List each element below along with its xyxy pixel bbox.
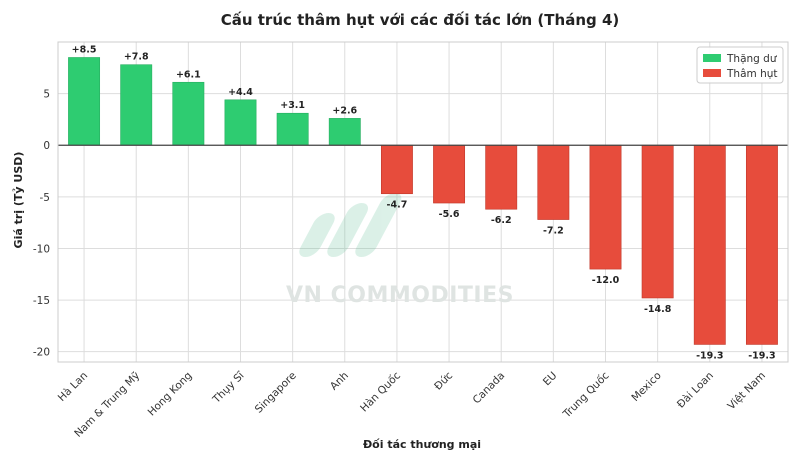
watermark-text: VN COMMODITIES <box>286 283 514 308</box>
legend-label: Thặng dư <box>726 53 778 65</box>
legend-swatch <box>703 54 721 62</box>
y-tick-label: -10 <box>33 243 50 255</box>
bar-surplus <box>276 112 309 146</box>
grid-lines <box>58 42 788 362</box>
bar-deficit <box>433 144 466 204</box>
bar-value-label: -14.8 <box>644 304 672 315</box>
x-tick-label: Mexico <box>629 370 663 404</box>
bar-value-label: -19.3 <box>748 350 775 361</box>
bar-deficit <box>537 144 570 220</box>
bar-surplus <box>224 99 257 146</box>
bar-value-label: -19.3 <box>696 350 723 361</box>
legend: Thặng dư Thâm hụt <box>696 46 784 84</box>
bar-value-label: +3.1 <box>280 100 305 111</box>
bar-value-label: +2.6 <box>332 105 357 116</box>
x-tick-label: Việt Nam <box>725 370 768 413</box>
x-tick-label: Singapore <box>253 370 299 416</box>
y-tick-label: -5 <box>40 192 50 204</box>
x-tick-label: Hàn Quốc <box>358 369 403 414</box>
y-axis-ticks: 5 0 -5 -10 -15 -20 <box>33 89 50 359</box>
bar-deficit <box>693 144 726 345</box>
x-axis-label: Đối tác thương mại <box>363 438 481 451</box>
bar-value-label: +8.5 <box>72 44 97 55</box>
bar-value-label: -7.2 <box>543 226 564 237</box>
x-tick-label: Trung Quốc <box>560 369 612 421</box>
bar-value-label: -12.0 <box>592 275 620 286</box>
legend-label: Thâm hụt <box>726 68 778 80</box>
y-tick-label: 0 <box>43 140 50 152</box>
bar-deficit <box>485 144 518 210</box>
y-tick-label: -15 <box>33 295 50 307</box>
bar-surplus <box>120 64 153 146</box>
bar-surplus <box>172 81 205 146</box>
bar-surplus <box>328 118 361 146</box>
bar-surplus <box>68 57 101 146</box>
y-axis-label: Giá trị (Tỷ USD) <box>12 152 25 249</box>
bar-value-label: +4.4 <box>228 87 253 98</box>
bar-value-label: -4.7 <box>387 200 408 211</box>
y-tick-label: 5 <box>43 89 50 101</box>
y-tick-label: -20 <box>33 347 50 359</box>
x-tick-label: Đài Loan <box>675 370 716 411</box>
legend-swatch <box>703 69 721 77</box>
x-tick-label: EU <box>541 370 560 389</box>
bar-value-label: +6.1 <box>176 69 201 80</box>
chart-title: Cấu trúc thâm hụt với các đối tác lớn (T… <box>221 10 620 29</box>
bar-value-label: -5.6 <box>439 209 460 220</box>
bar-value-label: -6.2 <box>491 215 512 226</box>
x-tick-label: Hong Kong <box>146 370 195 419</box>
bar-deficit <box>745 144 778 345</box>
bar-value-label: +7.8 <box>124 52 149 63</box>
x-tick-label: Anh <box>328 370 351 393</box>
bars <box>68 57 778 345</box>
x-tick-label: Thụy Sĩ <box>210 369 247 406</box>
bar-deficit <box>589 144 622 270</box>
bar-deficit <box>641 144 674 299</box>
watermark-logo-icon <box>299 193 402 257</box>
x-tick-label: Đức <box>432 369 455 392</box>
bar-deficit <box>380 144 413 195</box>
x-tick-label: Hà Lan <box>56 370 90 404</box>
x-tick-label: Canada <box>471 370 508 407</box>
watermark: VN COMMODITIES <box>286 193 514 308</box>
data-labels: +8.5 +7.8 +6.1 +4.4 +3.1 +2.6 -4.7 -5.6 -6.2 -7.2… <box>72 44 776 361</box>
plot-frame <box>57 41 789 363</box>
